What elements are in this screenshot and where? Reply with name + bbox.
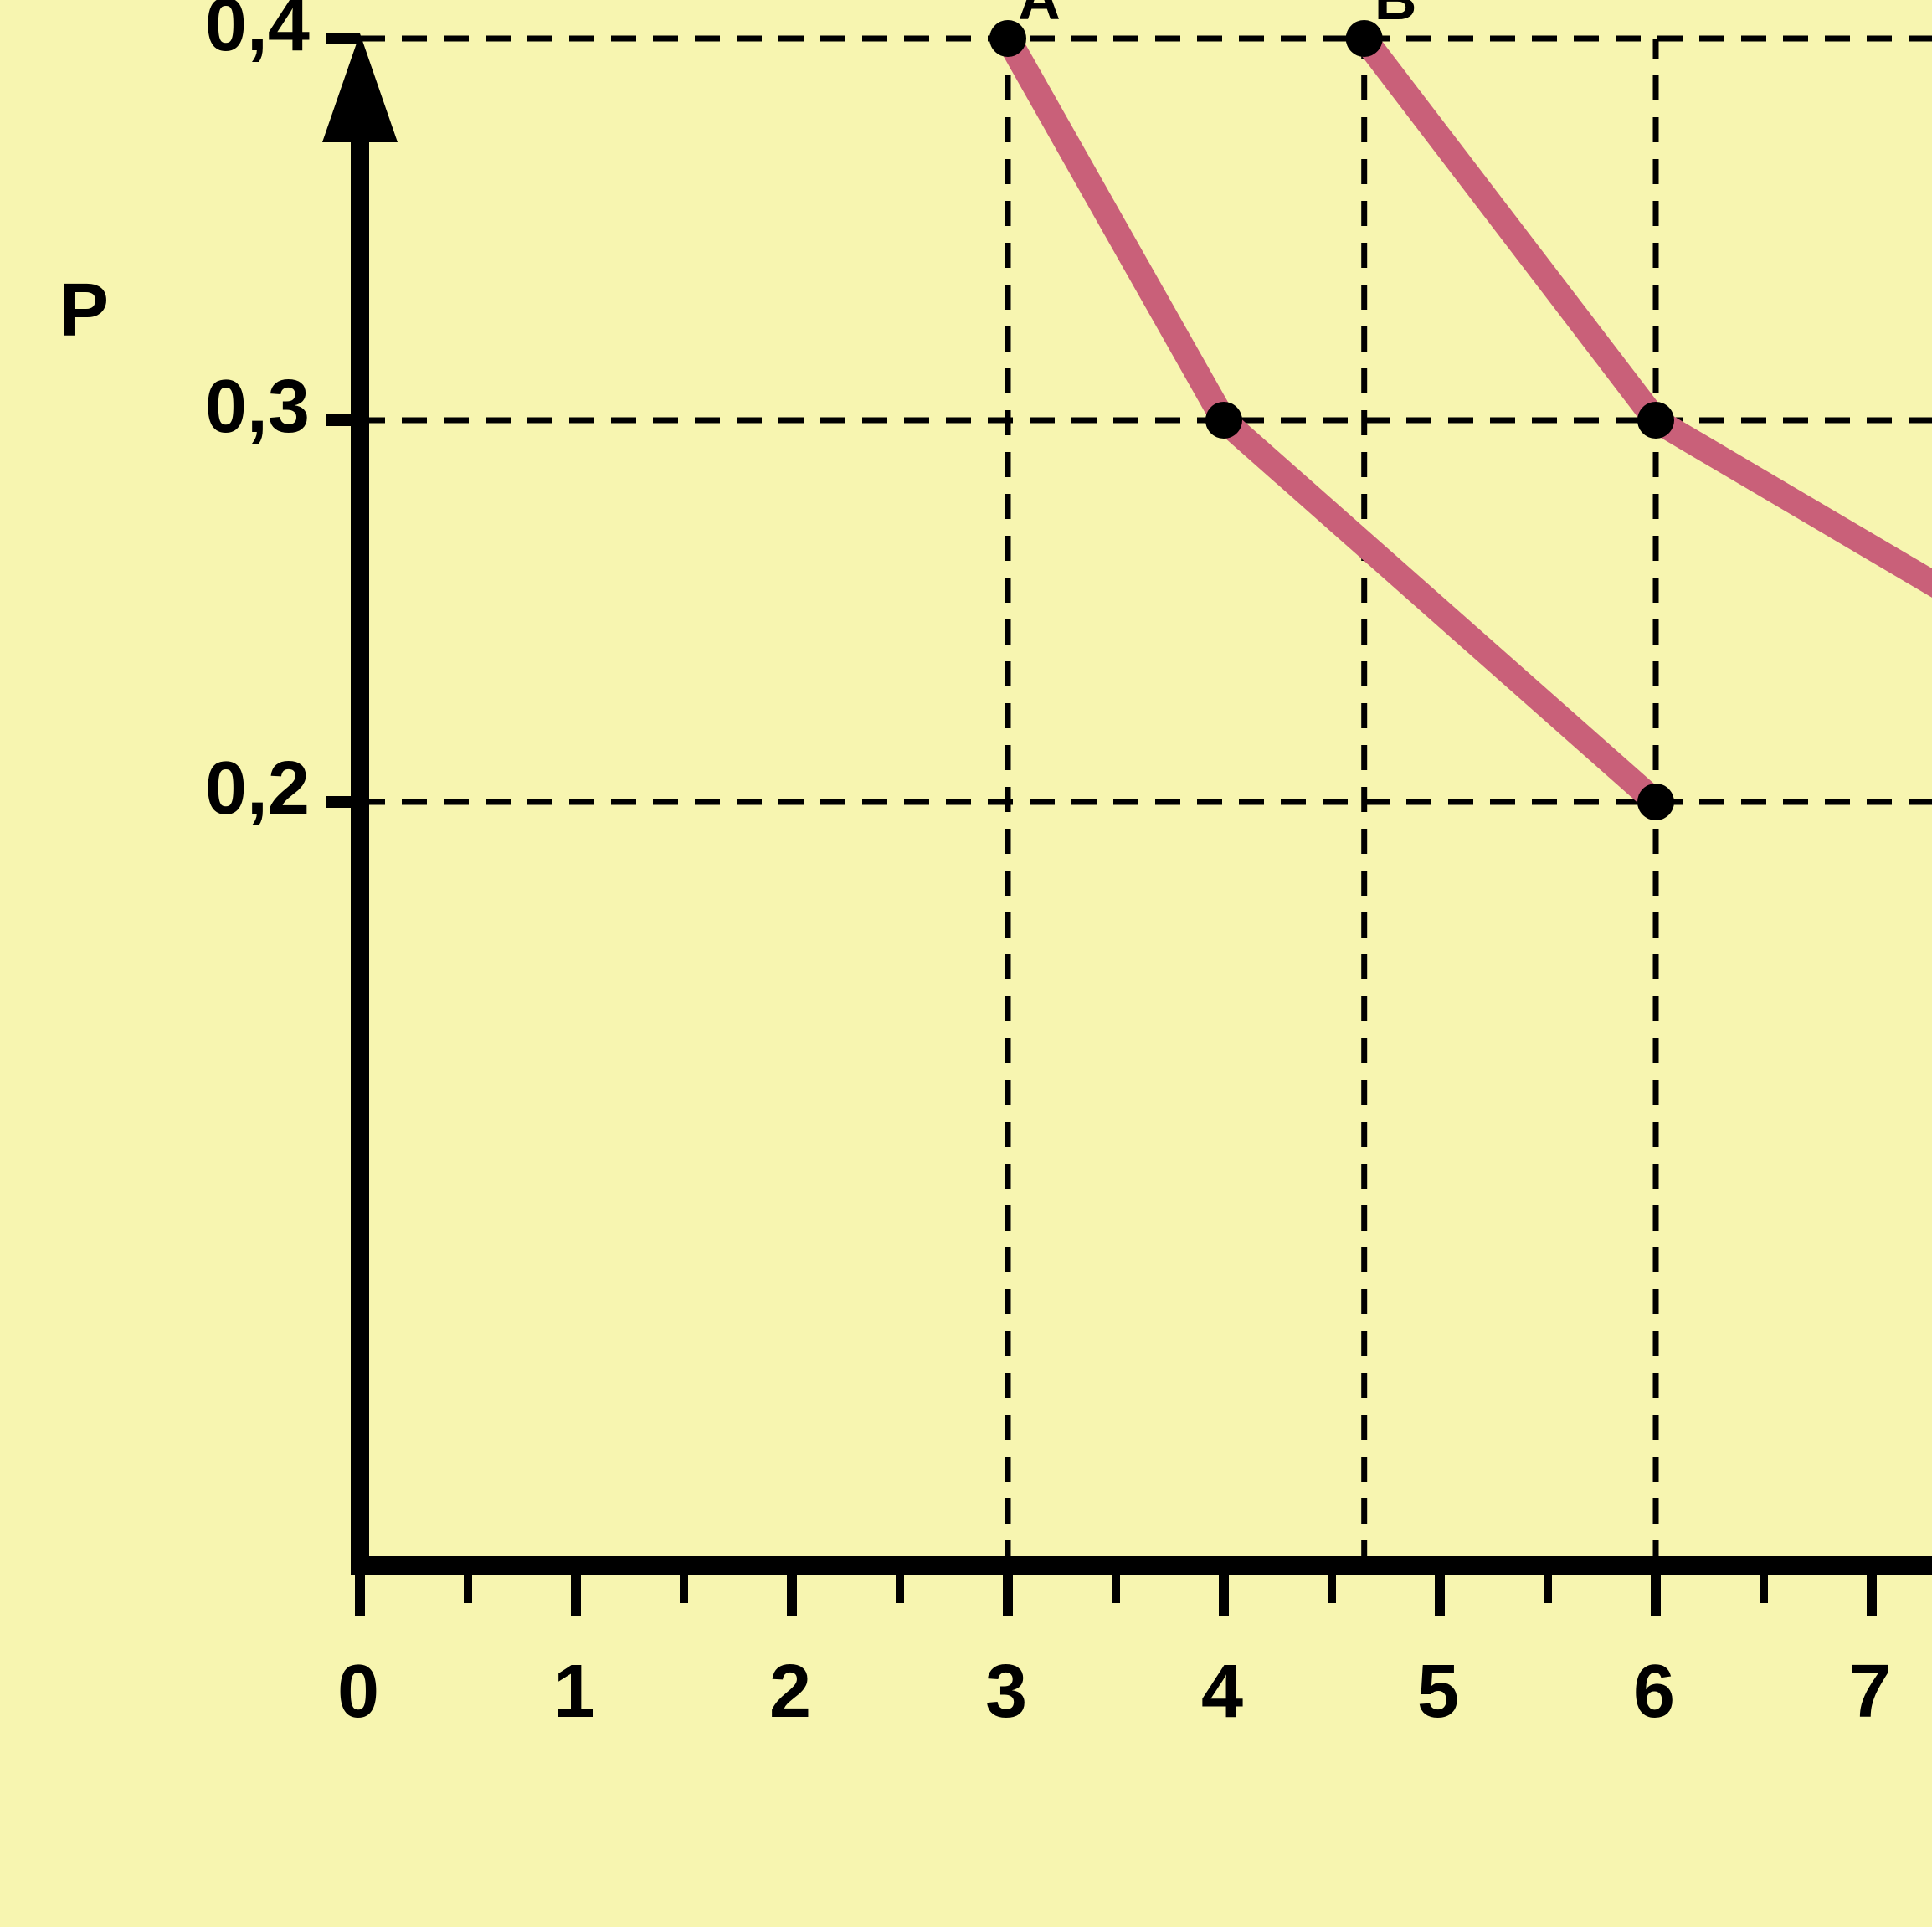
x-tick-label: 5: [1417, 1649, 1459, 1735]
x-tick-label: 1: [553, 1649, 595, 1735]
x-tick-label: 2: [769, 1649, 811, 1735]
demand-chart: [0, 0, 1932, 1927]
x-tick-label: 0: [337, 1649, 379, 1735]
x-tick-label: 6: [1633, 1649, 1675, 1735]
x-tick-label: 4: [1201, 1649, 1243, 1735]
y-tick-label: 0,2: [205, 746, 310, 832]
y-tick-label: 0,3: [205, 364, 310, 450]
y-axis-label: P: [59, 268, 109, 354]
y-tick-label: 0,4: [205, 0, 310, 69]
x-tick-label: 3: [985, 1649, 1027, 1735]
curve-label: DA: [958, 0, 1061, 12]
x-tick-label: 7: [1849, 1649, 1891, 1735]
curve-label: DB: [1314, 0, 1417, 12]
